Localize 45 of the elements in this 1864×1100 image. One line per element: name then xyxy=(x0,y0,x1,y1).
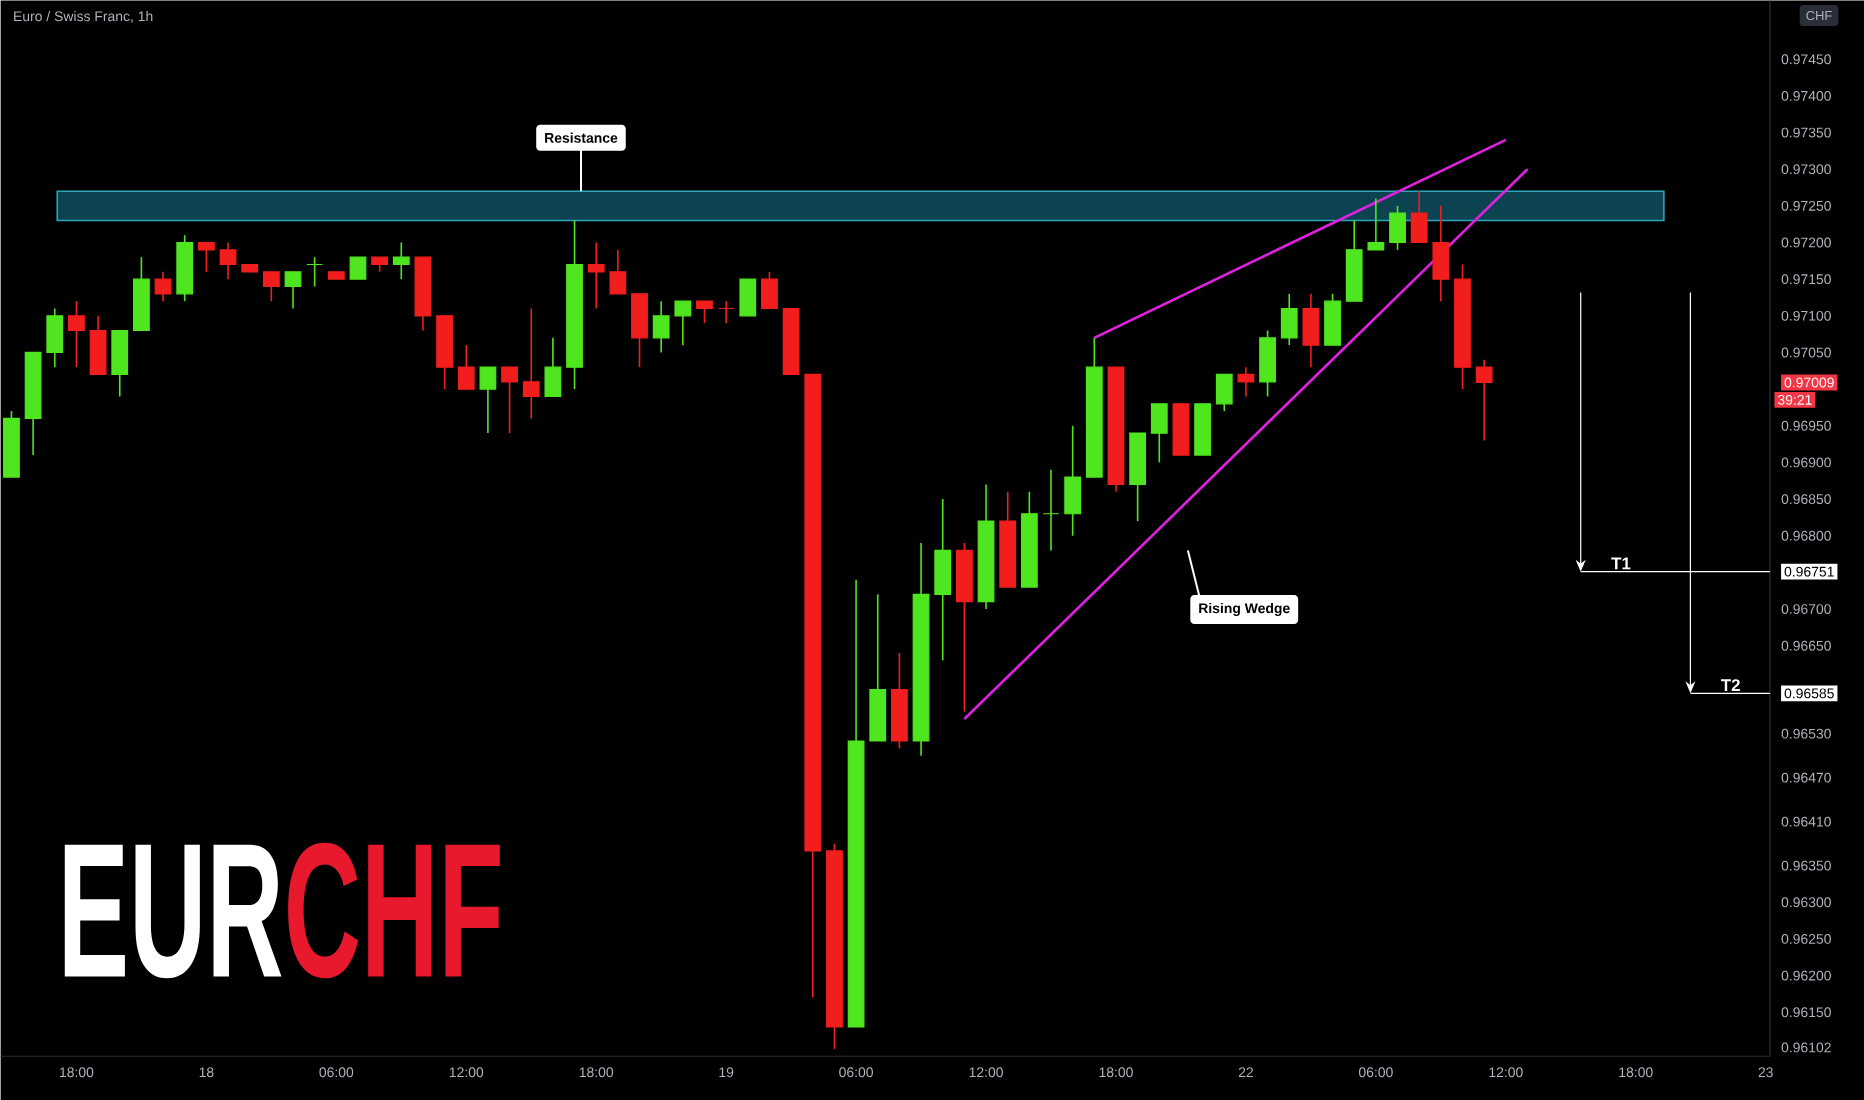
candlestick xyxy=(522,307,540,420)
annotation: CHF xyxy=(288,842,500,979)
candlestick xyxy=(479,366,497,434)
candlestick xyxy=(46,307,64,368)
candlestick xyxy=(1064,424,1082,537)
candlestick xyxy=(1215,373,1233,412)
annotation: EUR xyxy=(64,844,282,979)
candlestick xyxy=(587,241,605,310)
candlestick xyxy=(219,241,237,280)
candlestick xyxy=(652,300,670,354)
candlestick xyxy=(1475,358,1493,442)
candlestick xyxy=(761,270,778,310)
candlestick xyxy=(1302,292,1320,368)
candlestick xyxy=(1042,468,1060,552)
candlestick xyxy=(501,366,518,434)
candlestick xyxy=(284,270,302,310)
candlestick xyxy=(349,256,367,280)
candlestick xyxy=(717,300,735,324)
candlestick xyxy=(262,270,280,302)
candlestick xyxy=(1410,190,1428,244)
candlestick xyxy=(739,278,757,317)
candlestick xyxy=(392,241,410,280)
candlestick xyxy=(1237,366,1255,398)
candlestick xyxy=(1259,329,1276,398)
candlestick xyxy=(1367,197,1385,251)
candlestick xyxy=(197,241,215,273)
candlestick xyxy=(609,248,627,295)
candlestick xyxy=(1324,292,1341,346)
candlestick xyxy=(1389,204,1406,251)
candlestick xyxy=(154,270,172,302)
candlestick xyxy=(457,344,475,390)
candlestick xyxy=(89,314,107,376)
candlestick xyxy=(1432,204,1450,302)
candlestick xyxy=(696,300,713,324)
candlestick xyxy=(1150,402,1168,464)
candlestick xyxy=(111,329,129,398)
candlestick xyxy=(1280,292,1298,346)
candlestick xyxy=(306,256,324,288)
candlestick xyxy=(68,300,85,368)
ref-line-label: T1 xyxy=(1611,557,1631,570)
candlestick xyxy=(934,498,952,662)
ref-line-label: T2 xyxy=(1720,679,1740,691)
candlestick xyxy=(674,300,692,346)
candlestick xyxy=(631,292,648,368)
candlestick xyxy=(544,336,562,398)
